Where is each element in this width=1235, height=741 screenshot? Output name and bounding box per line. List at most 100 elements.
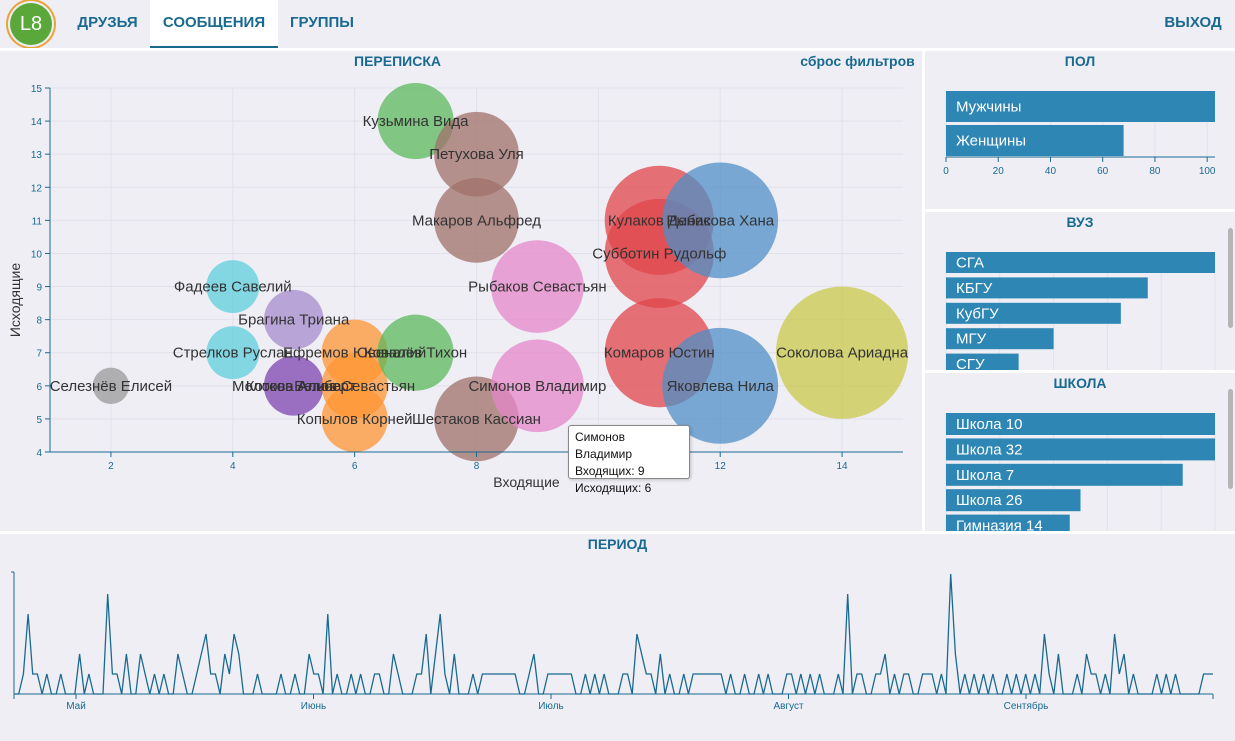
bar-tick-label: 0 (943, 166, 949, 177)
bar-label: Женщины (956, 133, 1026, 150)
bubble-label: Фадеев Савелий (174, 279, 292, 296)
bar-Школа 7[interactable] (946, 463, 1183, 486)
y-tick-label: 6 (36, 382, 42, 393)
bubble[interactable] (491, 339, 584, 433)
bar-label: Гимназия 14 (956, 518, 1043, 531)
bubble[interactable] (491, 240, 584, 333)
y-tick-label: 9 (36, 283, 42, 294)
tooltip-name: Симонов Владимир (575, 430, 633, 461)
bubble-label: Котова Алина (246, 378, 343, 395)
tab-groups[interactable]: ГРУППЫ (290, 14, 354, 31)
y-tick-label: 7 (36, 349, 42, 360)
vertical-separator (922, 48, 925, 533)
bubble-label: Селезнёв Елисей (50, 378, 172, 395)
bubble[interactable] (377, 83, 454, 160)
bubble[interactable] (434, 178, 519, 263)
y-tick-label: 12 (31, 183, 43, 194)
bar-Школа 32[interactable] (946, 438, 1215, 461)
bubble-label: Белов Севастьян (294, 378, 415, 395)
bar-label: МГУ (956, 331, 987, 348)
period-tick-label: Август (773, 701, 804, 712)
university-separator (925, 370, 1235, 373)
bar-label: Школа 26 (956, 492, 1022, 509)
bubble[interactable] (434, 111, 519, 197)
y-tick-label: 13 (31, 150, 43, 161)
x-tick-label: 14 (837, 461, 849, 472)
reset-filters-link[interactable]: сброс фильтров (800, 53, 915, 69)
bubble-label: Яковлева Нила (667, 378, 775, 395)
bubble-chart: Селезнёв Елисей Фадеев Савелий Стрелков Ру… (7, 83, 909, 490)
bar-tick-label: 40 (1045, 166, 1057, 177)
bubble-label: Соколова Ариадна (776, 345, 909, 362)
tab-messages[interactable]: СООБЩЕНИЯ (150, 0, 278, 48)
y-tick-label: 14 (31, 117, 43, 128)
x-tick-label: 8 (474, 461, 480, 472)
bar-Школа 26[interactable] (946, 489, 1081, 512)
bar-label: Мужчины (956, 99, 1021, 116)
bubble-tooltip: Симонов Владимир Входящих: 9 Исходящих: … (568, 425, 690, 495)
bubble[interactable] (775, 286, 909, 419)
period-chart[interactable]: Май Июнь Июль Август Сентябрь (0, 534, 1235, 741)
y-tick-label: 10 (31, 249, 43, 260)
bubble-label: Брагина Триана (238, 312, 350, 329)
bar-label: Школа 10 (956, 416, 1022, 433)
bar-Женщины[interactable] (946, 125, 1124, 156)
tab-friends[interactable]: ДРУЗЬЯ (77, 14, 138, 31)
university-title: ВУЗ (1066, 214, 1094, 230)
x-tick-label: 4 (230, 461, 236, 472)
bubble[interactable] (206, 260, 260, 314)
bubble[interactable] (92, 367, 130, 405)
bubble[interactable] (321, 385, 388, 452)
bubble[interactable] (263, 356, 324, 416)
period-separator (0, 531, 1235, 534)
school-scrollbar[interactable] (1228, 389, 1233, 489)
bar-КБГУ[interactable] (946, 277, 1148, 299)
y-axis-label: Исходящие (7, 263, 23, 337)
bar-КубГУ[interactable] (946, 302, 1121, 324)
bar-Гимназия 14[interactable] (946, 514, 1070, 531)
bubble-label: Кузьмина Вида (363, 113, 470, 130)
bubble-label: Копылов Корней (297, 411, 413, 428)
bubble-label: Кулаков Денис (608, 212, 711, 229)
bubble[interactable] (377, 314, 454, 391)
school-chart: Школа 10 Школа 32 Школа 7 Школа 26 Гимназия … (945, 413, 1216, 531)
university-chart: СГА КБГУ КубГУ МГУ СГУ (945, 252, 1216, 370)
bar-label: Школа 7 (956, 467, 1014, 484)
bubble-label: Симонов Владимир (468, 378, 606, 395)
university-scrollbar[interactable] (1228, 228, 1233, 328)
logout-button[interactable]: ВЫХОД (1164, 14, 1222, 31)
gender-chart: Мужчины Женщины 0 20 40 60 80 100 (943, 91, 1216, 177)
x-tick-label: 6 (352, 461, 358, 472)
bubble-label: Субботин Рудольф (592, 245, 726, 262)
bubble-label: Ефремов Ювеналий (283, 345, 426, 362)
bubble-label: Ковалёв Тихон (364, 345, 467, 362)
bar-МГУ[interactable] (946, 328, 1054, 350)
bubble[interactable] (263, 289, 324, 350)
period-tick-label: Май (66, 701, 86, 712)
app-logo[interactable]: L8 (10, 3, 52, 45)
bar-tick-label: 100 (1199, 166, 1216, 177)
bubble-label: Макаров Альфред (412, 212, 541, 229)
bar-label: КубГУ (956, 305, 999, 322)
bar-СГА[interactable] (946, 252, 1215, 273)
bubble-label: Рыбаков Севастьян (468, 279, 607, 296)
bar-СГУ[interactable] (946, 353, 1019, 370)
x-tick-label: 12 (715, 461, 727, 472)
tooltip-outgoing: Исходящих: 6 (575, 481, 652, 495)
bubble[interactable] (662, 162, 779, 279)
correspondence-title: ПЕРЕПИСКА (354, 53, 441, 69)
bar-tick-label: 60 (1097, 166, 1109, 177)
bar-Школа 10[interactable] (946, 413, 1215, 435)
bubble[interactable] (662, 327, 779, 444)
x-axis-label: Входящие (493, 474, 560, 490)
bubble-label: Стрелков Руслан (173, 345, 293, 362)
period-tick-label: Сентябрь (1004, 700, 1049, 712)
period-line (14, 573, 1213, 695)
bubble[interactable] (206, 326, 260, 380)
gender-title: ПОЛ (1064, 53, 1096, 69)
period-tick-label: Июнь (301, 701, 326, 712)
bar-label: СГУ (956, 356, 985, 370)
bubble-label: Рыбакова Хана (666, 212, 774, 229)
bubble-label: Шестаков Кассиан (412, 411, 541, 428)
bar-Мужчины[interactable] (946, 91, 1215, 122)
